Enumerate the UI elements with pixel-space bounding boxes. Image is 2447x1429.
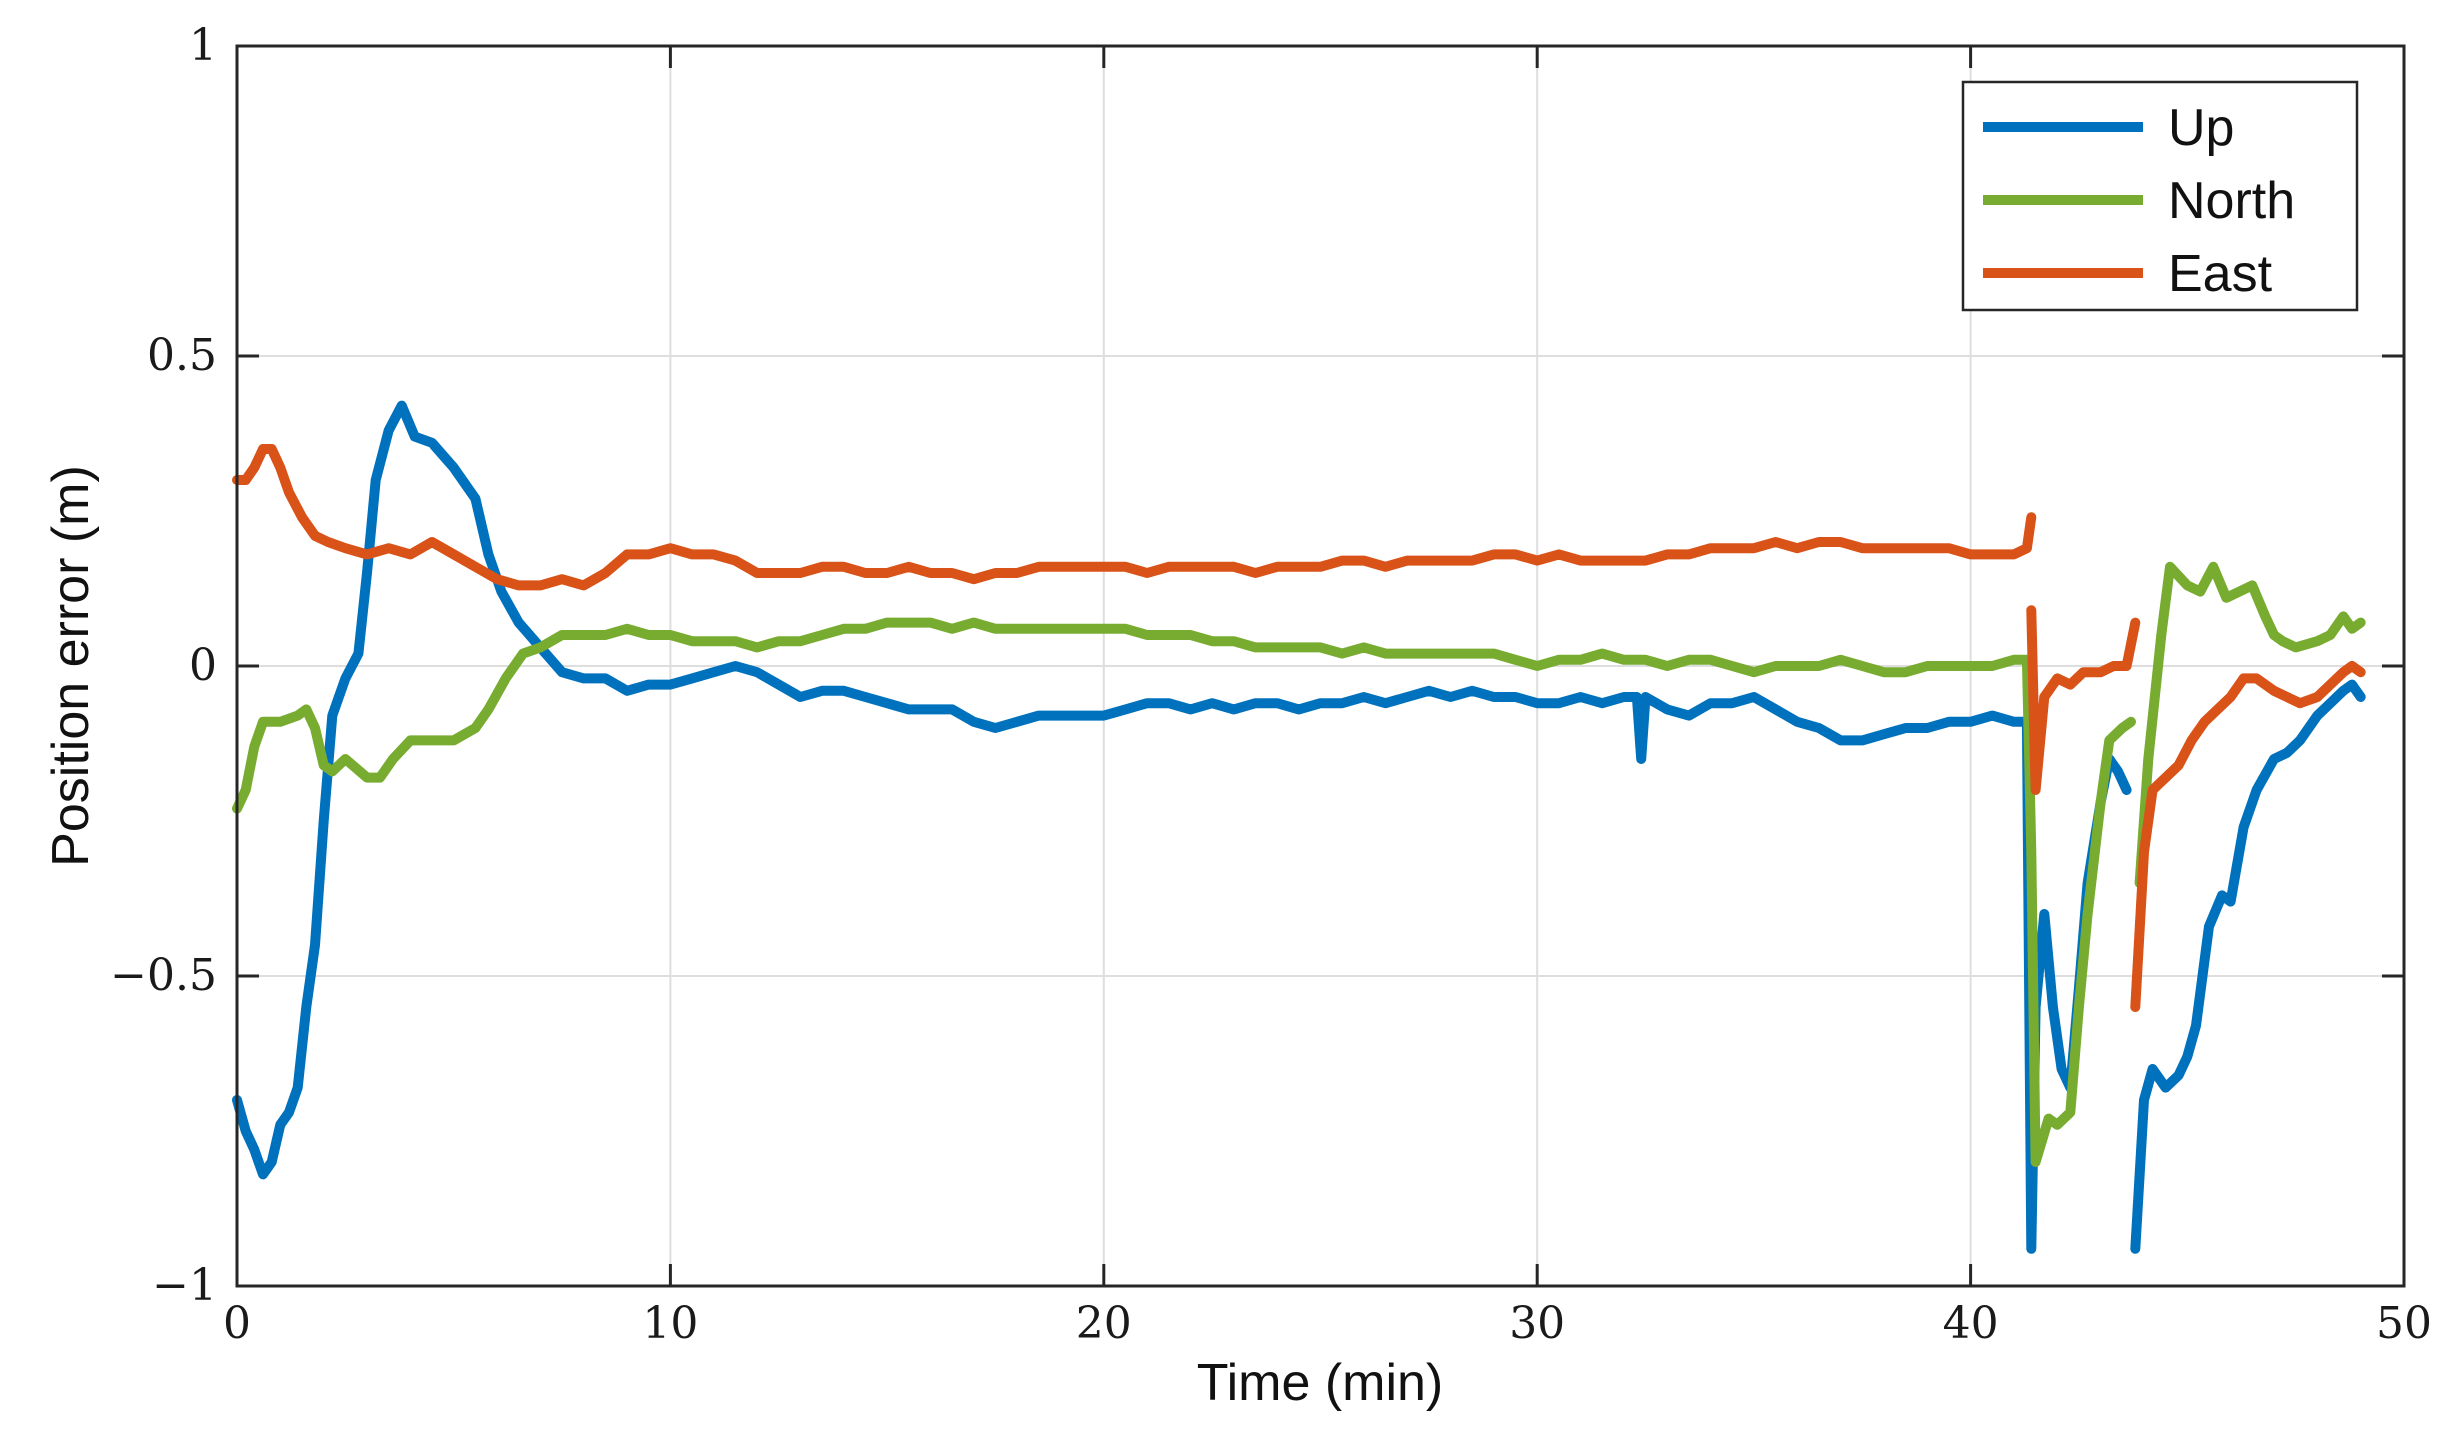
legend-label-east: East xyxy=(2168,245,2273,303)
east-series-line-0 xyxy=(232,444,2037,591)
east-series-line-2 xyxy=(2130,661,2366,1012)
east-series-line-1 xyxy=(2026,605,2141,795)
y-tick-label-0: −1 xyxy=(152,1260,217,1311)
up-series-line-1 xyxy=(2130,679,2366,1254)
up-series-line-0 xyxy=(232,400,2132,1254)
y-tick-label-3: 0.5 xyxy=(147,330,217,381)
x-tick-label-5: 50 xyxy=(2376,1298,2432,1349)
x-tick-label-1: 10 xyxy=(642,1298,698,1349)
series-lines xyxy=(232,400,2366,1254)
y-tick-label-4: 1 xyxy=(189,20,217,71)
y-axis-label: Position error (m) xyxy=(42,465,100,867)
x-tick-label-2: 20 xyxy=(1076,1298,1132,1349)
legend-label-north: North xyxy=(2168,172,2295,230)
north-series-line-0 xyxy=(232,617,2136,1167)
legend: Up North East xyxy=(1961,80,2359,312)
y-tick-label-1: −0.5 xyxy=(110,950,217,1001)
legend-label-up: Up xyxy=(2168,99,2234,157)
tick-labels: 0 10 20 30 40 50 −1 −0.5 0 0.5 1 xyxy=(110,20,2432,1349)
x-tick-label-0: 0 xyxy=(223,1298,251,1349)
x-axis-label: Time (min) xyxy=(1197,1354,1444,1412)
axis-ticks xyxy=(235,44,2406,1288)
x-tick-label-4: 40 xyxy=(1943,1298,1999,1349)
x-tick-label-3: 30 xyxy=(1509,1298,1565,1349)
y-tick-label-2: 0 xyxy=(189,640,217,691)
north-series-line-1 xyxy=(2134,561,2366,888)
